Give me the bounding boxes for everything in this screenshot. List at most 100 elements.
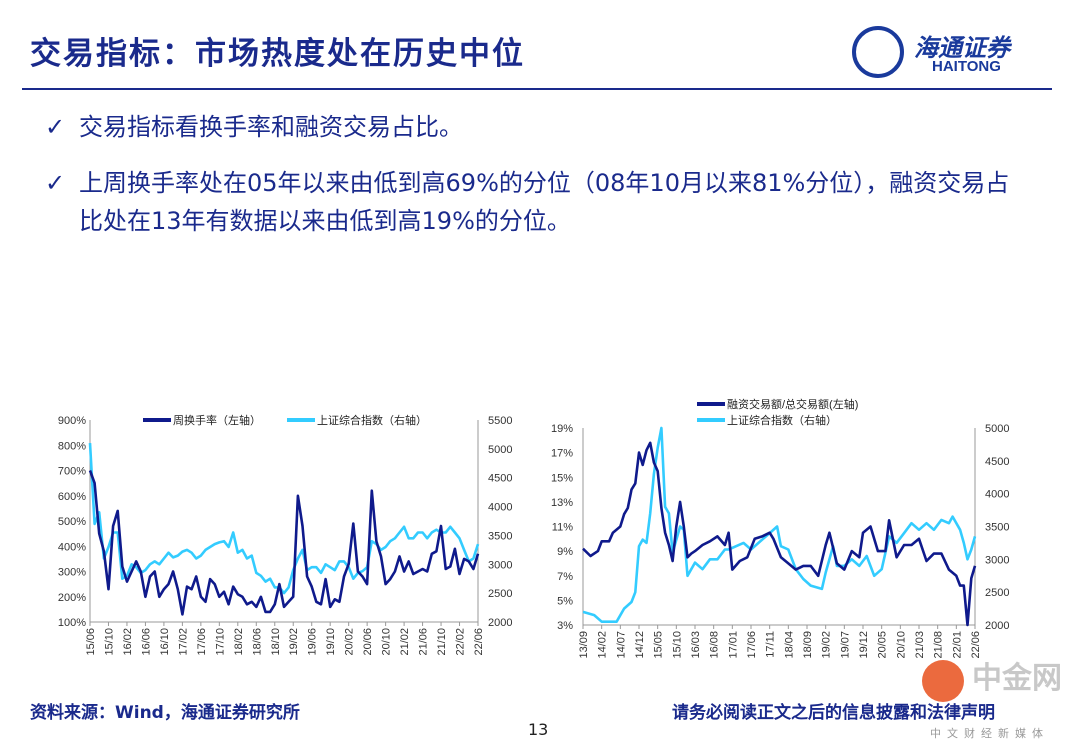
series-line-index [88,443,480,595]
x-tick-label: 14/12 [634,631,646,659]
x-tick-label: 19/06 [307,628,319,656]
series-line-primary [88,470,480,616]
x-tick-label: 19/10 [325,628,337,656]
y-right-tick-label: 3500 [488,530,512,542]
x-tick-label: 17/06 [746,631,758,659]
check-icon: ✓ [45,169,66,197]
x-tick-label: 15/10 [103,628,115,656]
check-icon: ✓ [45,113,66,141]
x-tick-label: 16/08 [709,631,721,659]
x-tick-label: 17/01 [727,631,739,659]
y-left-tick-label: 9% [557,546,573,558]
y-right-tick-label: 3500 [985,522,1009,534]
x-tick-label: 17/02 [177,628,189,656]
watermark-logo-icon [922,660,964,702]
x-tick-label: 18/06 [251,628,263,656]
x-tick-label: 21/06 [418,628,430,656]
x-tick-label: 18/10 [270,628,282,656]
y-left-tick-label: 700% [58,466,86,478]
y-right-tick-label: 2000 [488,617,512,629]
x-tick-label: 20/10 [895,631,907,659]
legend-label: 上证综合指数（右轴） [317,413,427,427]
y-right-tick-label: 4500 [985,456,1009,468]
y-left-tick-label: 19% [551,423,573,435]
x-tick-label: 16/02 [122,628,134,656]
y-left-tick-label: 600% [58,491,86,503]
x-tick-label: 20/05 [877,631,889,659]
x-tick-label: 20/06 [362,628,374,656]
x-tick-label: 13/09 [578,631,590,659]
legend-label: 融资交易额/总交易额(左轴) [727,397,858,411]
y-left-tick-label: 100% [58,617,86,629]
x-tick-label: 20/10 [381,628,393,656]
x-tick-label: 22/02 [455,628,467,656]
series-line-index [582,426,977,623]
y-left-tick-label: 7% [557,571,573,583]
logo-cn: 海通证券 [914,34,1010,62]
watermark: 中金网 中文财经新媒体 [922,660,1072,743]
y-right-tick-label: 3000 [488,559,512,571]
x-tick-label: 22/06 [473,628,485,656]
y-right-tick-label: 2500 [985,587,1009,599]
x-tick-label: 14/02 [597,631,609,659]
x-tick-label: 15/05 [653,631,665,659]
y-right-tick-label: 4000 [985,489,1009,501]
y-left-tick-label: 400% [58,541,86,553]
haitong-logo: 海通证券 HAITONG [852,26,1052,78]
bullet-text: 交易指标看换手率和融资交易占比。 [79,113,463,141]
legend-label: 上证综合指数（右轴） [727,413,837,427]
bullet-text: 上周换手率处在05年以来由低到高69%的分位（08年10月以来81%分位），融资… [79,169,1010,235]
title-divider [22,88,1052,90]
disclaimer: 请务必阅读正文之后的信息披露和法律声明 [672,703,995,723]
y-left-tick-label: 800% [58,440,86,452]
x-tick-label: 17/10 [214,628,226,656]
y-left-tick-label: 300% [58,567,86,579]
y-left-tick-label: 900% [58,415,86,427]
y-right-tick-label: 3000 [985,554,1009,566]
y-left-tick-label: 15% [551,472,573,484]
x-tick-label: 19/02 [288,628,300,656]
x-tick-label: 21/08 [933,631,945,659]
y-left-tick-label: 11% [552,522,573,534]
x-tick-label: 20/02 [344,628,356,656]
x-tick-label: 15/10 [671,631,683,659]
x-tick-label: 19/02 [821,631,833,659]
y-right-tick-label: 5500 [488,415,512,427]
logo-en: HAITONG [932,58,1001,75]
x-tick-label: 15/06 [85,628,97,656]
y-left-tick-label: 17% [551,448,573,460]
x-tick-label: 18/09 [802,631,814,659]
x-tick-label: 22/06 [970,631,982,659]
source-note: 资料来源：Wind，海通证券研究所 [30,703,300,723]
y-right-tick-label: 5000 [488,444,512,456]
x-tick-label: 21/10 [436,628,448,656]
y-left-tick-label: 500% [58,516,86,528]
y-left-tick-label: 13% [551,497,573,509]
x-tick-label: 19/12 [858,631,870,659]
x-tick-label: 21/02 [399,628,411,656]
x-tick-label: 17/11 [765,631,777,658]
x-tick-label: 16/06 [140,628,152,656]
logo-mark-icon [852,26,904,78]
x-tick-label: 16/03 [690,631,702,659]
page-number: 13 [528,720,549,739]
y-right-tick-label: 2000 [985,620,1009,632]
x-tick-label: 16/10 [159,628,171,656]
y-right-tick-label: 5000 [985,423,1009,435]
page-title: 交易指标：市场热度处在历史中位 [30,36,525,72]
x-tick-label: 18/04 [783,631,795,659]
legend-label: 周换手率（左轴） [173,413,261,427]
x-tick-label: 14/07 [615,631,627,659]
x-tick-label: 19/07 [839,631,851,659]
y-left-tick-label: 3% [557,620,573,632]
x-tick-label: 21/03 [914,631,926,659]
x-tick-label: 18/02 [233,628,245,656]
y-right-tick-label: 4000 [488,502,512,514]
watermark-sub: 中文财经新媒体 [930,727,1049,740]
series-line-primary [582,441,977,627]
y-left-tick-label: 200% [58,592,86,604]
y-left-tick-label: 5% [557,595,573,607]
x-tick-label: 22/01 [951,631,963,659]
watermark-text: 中金网 [972,661,1062,696]
